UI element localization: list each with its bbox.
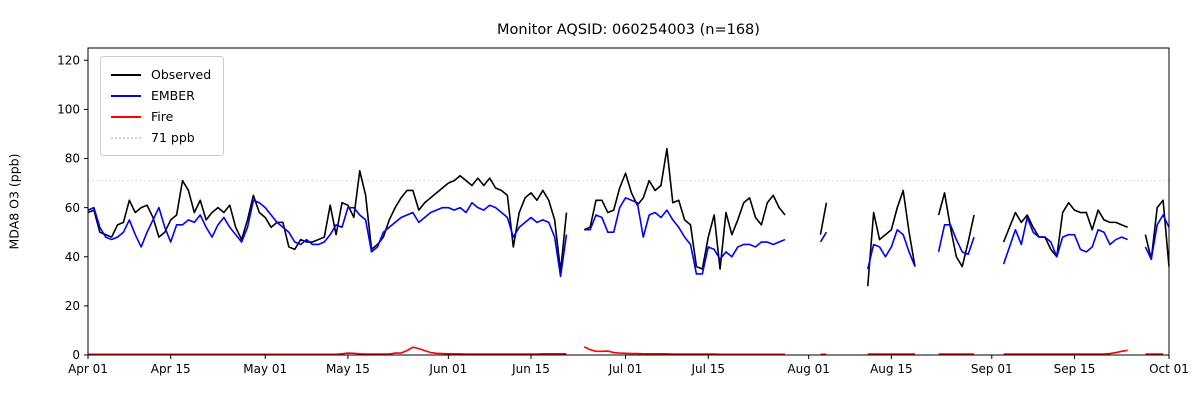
x-tick-label: Sep 15 [1054,362,1096,376]
legend: Observed EMBER Fire 71 ppb [100,56,225,156]
x-tick-label: Aug 15 [870,362,913,376]
legend-line-ember-icon [111,94,141,97]
legend-item-threshold: 71 ppb [111,127,211,148]
x-tick-label: Aug 01 [787,362,830,376]
x-tick-label: Oct 01 [1149,362,1189,376]
x-tick-label: Apr 15 [151,362,191,376]
legend-line-fire-icon [111,115,141,118]
legend-label-ember: EMBER [151,88,195,103]
x-tick-label: Sep 01 [971,362,1013,376]
y-tick-label: 60 [65,201,80,215]
legend-line-observed-icon [111,73,141,76]
x-tick-label: Apr 01 [68,362,108,376]
x-tick-label: Jun 15 [511,362,550,376]
chart-title: Monitor AQSID: 060254003 (n=168) [497,22,760,38]
x-tick-label: Jul 15 [690,362,725,376]
x-tick-label: May 15 [326,362,370,376]
y-tick-label: 100 [57,103,80,117]
y-tick-label: 120 [57,53,80,67]
legend-label-threshold: 71 ppb [151,130,195,145]
x-tick-label: Jun 01 [428,362,467,376]
x-tick-label: May 01 [243,362,287,376]
series-line-observed [87,147,1170,287]
legend-label-observed: Observed [151,67,212,82]
y-tick-label: 0 [72,348,80,362]
y-tick-label: 20 [65,299,80,313]
legend-label-fire: Fire [151,109,174,124]
legend-item-observed: Observed [111,64,211,85]
legend-item-fire: Fire [111,106,211,127]
series-line-fire [88,346,1164,356]
series-line-ember [87,197,1170,278]
x-tick-label: Jul 01 [608,362,643,376]
y-tick-label: 80 [65,152,80,166]
y-tick-label: 40 [65,250,80,264]
plot-border [87,47,1170,356]
legend-item-ember: EMBER [111,85,211,106]
legend-line-threshold-icon [111,136,141,139]
